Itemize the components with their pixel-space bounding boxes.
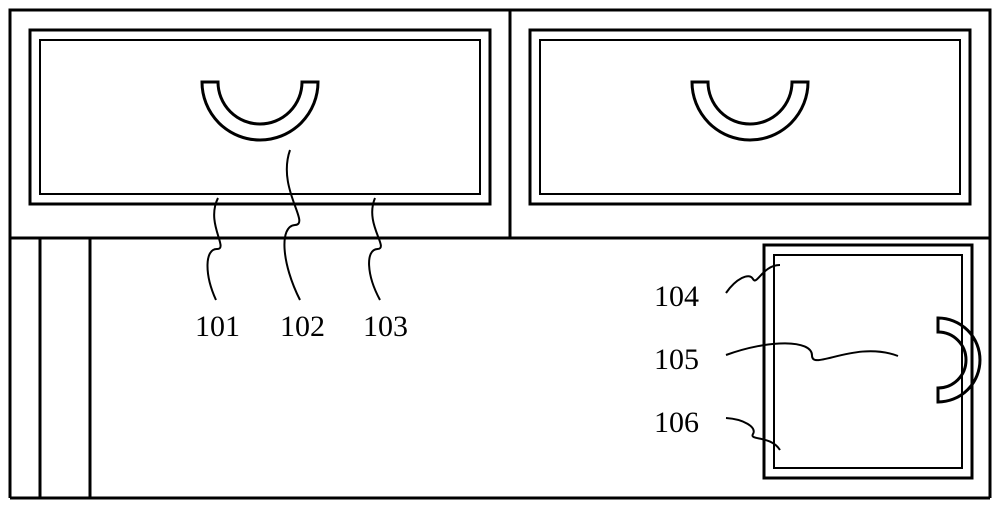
cabinet-inner <box>774 255 962 468</box>
label-103: 103 <box>363 310 408 344</box>
label-101: 101 <box>195 310 240 344</box>
label-102: 102 <box>280 310 325 344</box>
leader-l105 <box>726 343 898 360</box>
cabinet-handle-icon <box>938 318 980 402</box>
label-106: 106 <box>654 406 699 440</box>
label-105: 105 <box>654 343 699 377</box>
drawer-right-outer <box>530 30 970 204</box>
drawer-left-outer <box>30 30 490 204</box>
drawer-right-inner <box>540 40 960 194</box>
leader-l106 <box>726 418 780 450</box>
leader-l101 <box>207 198 220 300</box>
drawer-left-handle-icon <box>202 82 318 140</box>
leader-l104 <box>726 265 780 293</box>
leader-l102 <box>284 150 300 300</box>
label-104: 104 <box>654 280 699 314</box>
leader-l103 <box>369 198 381 300</box>
cabinet-outer <box>764 245 972 478</box>
drawer-left-inner <box>40 40 480 194</box>
drawer-right-handle-icon <box>692 82 808 140</box>
furniture-diagram <box>0 0 1000 506</box>
